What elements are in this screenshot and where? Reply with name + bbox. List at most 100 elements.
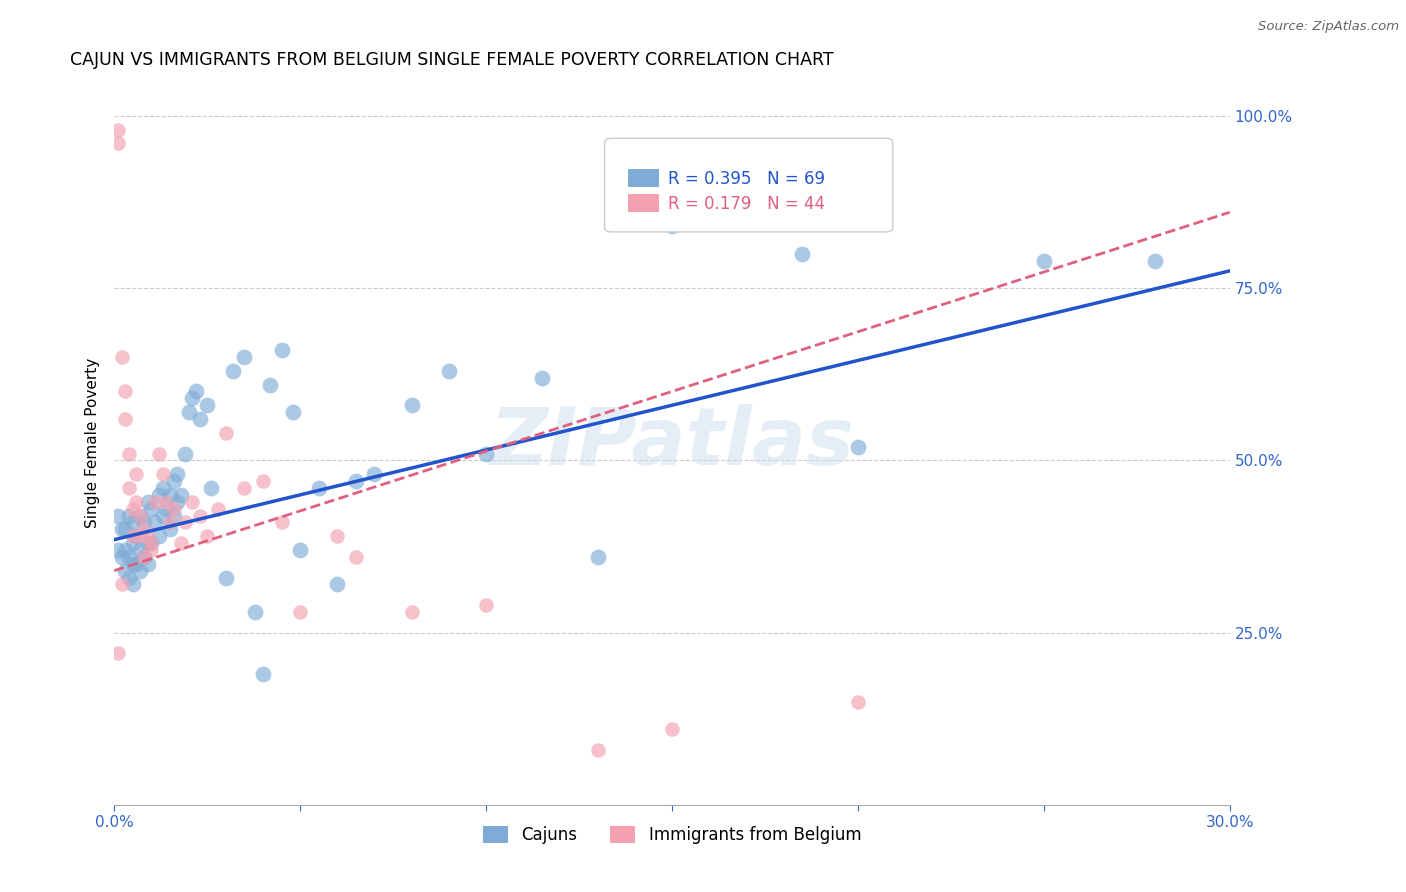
Point xyxy=(111,350,134,364)
Point xyxy=(326,577,349,591)
Point xyxy=(215,425,238,440)
Point xyxy=(121,529,143,543)
Point xyxy=(152,467,174,482)
Point xyxy=(148,529,170,543)
Point xyxy=(207,501,229,516)
Point xyxy=(132,549,155,564)
Point xyxy=(846,440,869,454)
Point xyxy=(152,508,174,523)
Point xyxy=(148,446,170,460)
Point xyxy=(132,516,155,530)
Point xyxy=(661,722,683,736)
Point xyxy=(107,646,129,660)
Point xyxy=(136,536,159,550)
Point xyxy=(195,398,218,412)
Point xyxy=(288,605,311,619)
Point xyxy=(107,136,129,151)
Point xyxy=(132,549,155,564)
Point xyxy=(163,501,186,516)
Point xyxy=(308,481,330,495)
Point xyxy=(148,488,170,502)
Point xyxy=(195,529,218,543)
Point xyxy=(121,577,143,591)
Point xyxy=(107,543,129,558)
Point xyxy=(586,549,609,564)
Point xyxy=(173,446,195,460)
Point xyxy=(363,467,385,482)
Point xyxy=(177,405,200,419)
Point xyxy=(152,481,174,495)
Point xyxy=(118,571,141,585)
Text: R = 0.179   N = 44: R = 0.179 N = 44 xyxy=(668,195,825,213)
Text: CAJUN VS IMMIGRANTS FROM BELGIUM SINGLE FEMALE POVERTY CORRELATION CHART: CAJUN VS IMMIGRANTS FROM BELGIUM SINGLE … xyxy=(69,51,834,69)
Point xyxy=(288,543,311,558)
Point xyxy=(233,481,256,495)
Point xyxy=(281,405,304,419)
Text: ZIPatlas: ZIPatlas xyxy=(489,404,855,483)
Point xyxy=(114,412,136,426)
Point xyxy=(846,695,869,709)
Point xyxy=(107,122,129,136)
Point xyxy=(181,392,204,406)
Point xyxy=(530,370,553,384)
Point xyxy=(1032,253,1054,268)
Point xyxy=(163,474,186,488)
Point xyxy=(125,495,148,509)
Point xyxy=(166,495,188,509)
Point xyxy=(143,516,166,530)
Point xyxy=(118,446,141,460)
Point xyxy=(159,516,181,530)
Point xyxy=(118,508,141,523)
Point xyxy=(252,667,274,681)
Point xyxy=(114,384,136,399)
Text: R = 0.395   N = 69: R = 0.395 N = 69 xyxy=(668,170,825,188)
Point xyxy=(129,508,152,523)
Point xyxy=(132,522,155,536)
Point xyxy=(107,508,129,523)
Point xyxy=(141,501,163,516)
Point xyxy=(586,743,609,757)
Point xyxy=(233,350,256,364)
Legend: Cajuns, Immigrants from Belgium: Cajuns, Immigrants from Belgium xyxy=(482,826,862,844)
Point xyxy=(661,219,683,233)
Point xyxy=(344,549,367,564)
Y-axis label: Single Female Poverty: Single Female Poverty xyxy=(86,358,100,528)
Point xyxy=(245,605,267,619)
Point xyxy=(401,605,423,619)
Point xyxy=(326,529,349,543)
Point xyxy=(188,412,211,426)
Point xyxy=(125,557,148,571)
Point xyxy=(170,536,193,550)
Point xyxy=(270,516,292,530)
Point xyxy=(118,481,141,495)
Point xyxy=(475,598,498,612)
Point xyxy=(114,543,136,558)
Point xyxy=(141,543,163,558)
Point xyxy=(184,384,207,399)
Point xyxy=(111,577,134,591)
Point xyxy=(155,501,177,516)
Point xyxy=(163,508,186,523)
Point xyxy=(136,557,159,571)
Point xyxy=(136,529,159,543)
Point xyxy=(141,536,163,550)
Point xyxy=(222,364,245,378)
Point xyxy=(121,516,143,530)
Point xyxy=(111,522,134,536)
Point xyxy=(252,474,274,488)
Point xyxy=(125,467,148,482)
Point xyxy=(129,564,152,578)
Point xyxy=(181,495,204,509)
Point xyxy=(259,377,281,392)
Point xyxy=(118,549,141,564)
Point xyxy=(475,446,498,460)
Point xyxy=(159,522,181,536)
Point xyxy=(114,522,136,536)
Point xyxy=(155,495,177,509)
Point xyxy=(141,536,163,550)
Point xyxy=(166,467,188,482)
Point xyxy=(437,364,460,378)
Point xyxy=(121,557,143,571)
Point xyxy=(129,529,152,543)
Point xyxy=(114,564,136,578)
